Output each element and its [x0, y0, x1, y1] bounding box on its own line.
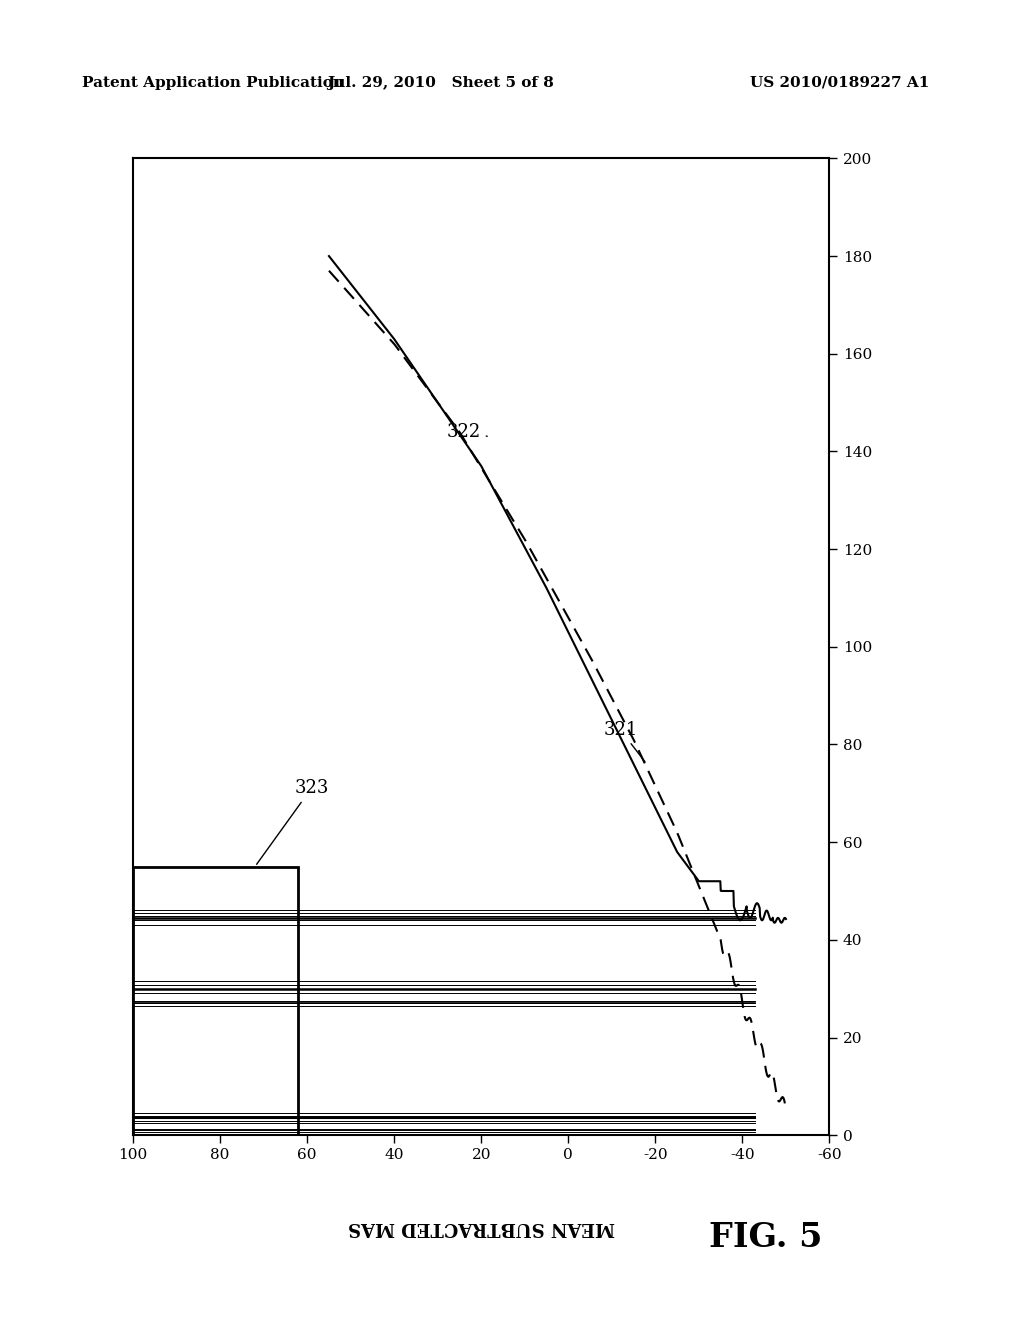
Text: MEAN SUBTRACTED MAS: MEAN SUBTRACTED MAS [348, 1218, 614, 1237]
Text: 321: 321 [603, 721, 645, 762]
Text: 323: 323 [257, 779, 329, 865]
Text: Patent Application Publication: Patent Application Publication [82, 75, 344, 90]
Bar [133, 867, 299, 1135]
Text: US 2010/0189227 A1: US 2010/0189227 A1 [750, 75, 930, 90]
Text: 322: 322 [446, 422, 487, 441]
Text: Jul. 29, 2010   Sheet 5 of 8: Jul. 29, 2010 Sheet 5 of 8 [327, 75, 554, 90]
Text: FIG. 5: FIG. 5 [710, 1221, 822, 1254]
